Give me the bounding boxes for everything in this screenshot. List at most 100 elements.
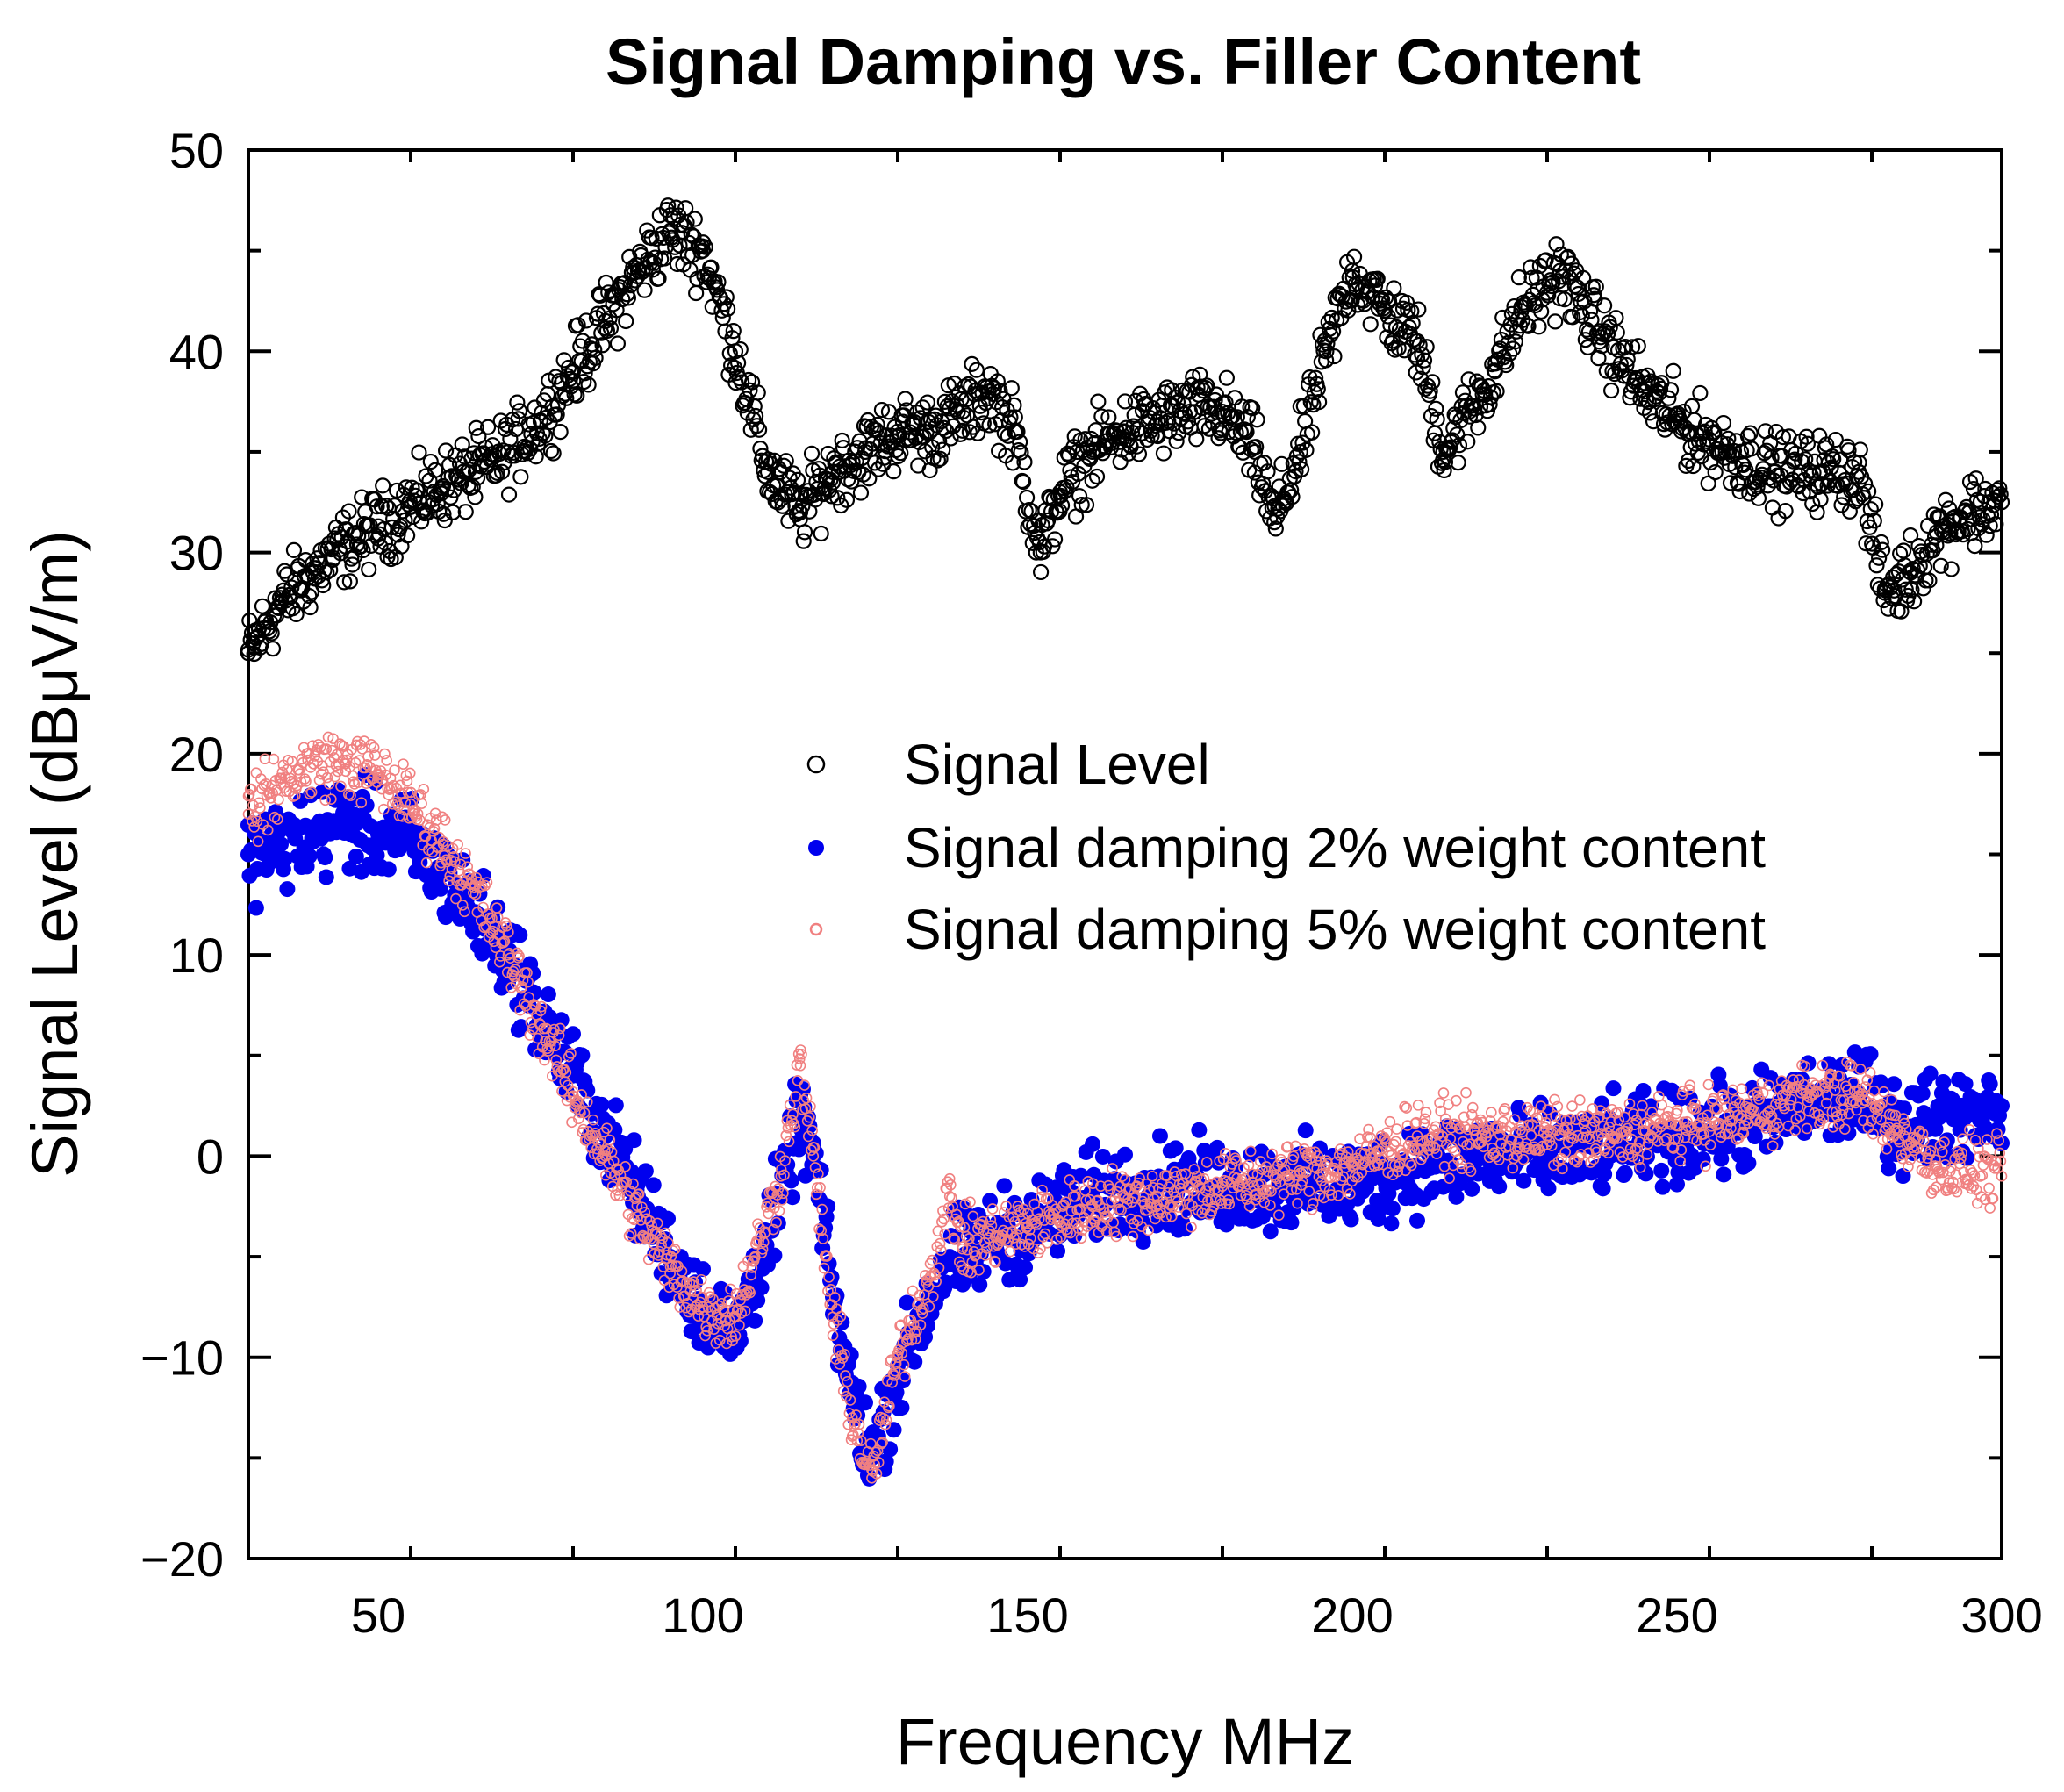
data-point xyxy=(802,1130,814,1143)
data-point xyxy=(343,788,355,800)
data-point xyxy=(935,441,951,458)
data-point xyxy=(811,1182,823,1193)
data-point xyxy=(1831,1106,1842,1118)
data-point xyxy=(853,1418,865,1430)
data-point xyxy=(1583,312,1600,328)
data-point xyxy=(1712,1119,1724,1130)
data-point xyxy=(1084,1193,1096,1206)
data-point xyxy=(1385,1150,1397,1162)
data-point xyxy=(1369,270,1386,287)
data-point xyxy=(1230,1155,1242,1166)
data-point xyxy=(872,1457,885,1468)
data-point xyxy=(305,762,317,773)
data-point xyxy=(1922,1065,1939,1082)
data-point xyxy=(250,767,262,778)
data-point xyxy=(1398,294,1415,311)
data-point xyxy=(932,1225,944,1237)
data-point xyxy=(1992,486,2009,503)
data-point xyxy=(1428,400,1444,417)
data-point xyxy=(1886,1076,1903,1093)
data-point xyxy=(1675,403,1692,420)
data-point xyxy=(579,1082,596,1099)
data-point xyxy=(876,1437,887,1450)
data-point xyxy=(645,1177,662,1193)
data-point xyxy=(1900,1123,1912,1136)
data-point xyxy=(914,1289,926,1301)
data-point xyxy=(427,462,444,478)
data-point xyxy=(930,1276,942,1287)
data-point xyxy=(770,1216,782,1229)
data-point xyxy=(386,798,398,810)
data-point xyxy=(1575,269,1592,286)
data-point xyxy=(380,861,397,878)
data-point xyxy=(1282,1141,1294,1152)
data-point xyxy=(795,1044,806,1056)
data-point xyxy=(1595,1128,1608,1139)
data-point xyxy=(1519,317,1536,333)
data-point xyxy=(1435,1105,1446,1117)
data-point xyxy=(1722,1128,1734,1140)
data-point xyxy=(343,550,360,567)
data-point xyxy=(416,798,427,809)
data-point xyxy=(1838,1123,1851,1135)
data-point xyxy=(1645,1129,1657,1142)
data-point xyxy=(1482,1127,1494,1139)
y-tick-label: −10 xyxy=(140,1330,224,1386)
data-point xyxy=(1812,491,1829,508)
data-point xyxy=(1875,1114,1887,1126)
data-point xyxy=(1632,1154,1645,1165)
data-point xyxy=(829,490,846,506)
data-point xyxy=(656,250,673,267)
data-point xyxy=(778,1187,789,1200)
data-point xyxy=(453,865,465,877)
data-point xyxy=(1852,441,1868,458)
data-point xyxy=(1412,1100,1424,1111)
data-point xyxy=(1287,1150,1300,1162)
data-point xyxy=(1343,1211,1359,1228)
data-point xyxy=(926,1254,938,1266)
data-point xyxy=(1177,1221,1193,1237)
data-point xyxy=(1860,1095,1873,1107)
data-point xyxy=(1898,1117,1910,1129)
data-point xyxy=(1908,1144,1920,1157)
data-point xyxy=(268,753,280,765)
data-point xyxy=(1654,1179,1671,1195)
data-point xyxy=(1059,1196,1071,1208)
data-point xyxy=(815,1225,827,1236)
data-point xyxy=(598,322,616,340)
data-point xyxy=(843,1408,856,1419)
data-point xyxy=(587,349,604,366)
data-point xyxy=(789,1121,801,1133)
data-point xyxy=(1627,1150,1638,1162)
data-point xyxy=(667,1244,679,1257)
data-point xyxy=(668,199,684,216)
data-point xyxy=(1750,490,1767,506)
data-point xyxy=(1897,1113,1910,1124)
data-point xyxy=(1308,369,1324,386)
data-point xyxy=(265,792,276,804)
data-point xyxy=(1630,338,1646,355)
data-point xyxy=(975,1218,987,1230)
data-point xyxy=(498,936,510,949)
data-point xyxy=(542,442,560,460)
data-point xyxy=(601,1122,613,1134)
data-point xyxy=(1921,572,1938,589)
data-point xyxy=(627,1178,639,1190)
data-point xyxy=(1575,1149,1587,1160)
data-point xyxy=(1933,1167,1946,1179)
data-point xyxy=(1064,474,1081,491)
data-point xyxy=(1215,1198,1228,1209)
x-tick-label: 150 xyxy=(986,1588,1068,1643)
data-point xyxy=(509,964,521,976)
data-point xyxy=(775,1164,787,1176)
data-point xyxy=(398,758,409,770)
data-point xyxy=(397,512,413,528)
data-point xyxy=(467,489,484,505)
data-point xyxy=(669,255,685,273)
data-point xyxy=(1094,1180,1107,1192)
data-point xyxy=(879,438,896,455)
data-point xyxy=(422,453,439,470)
data-point xyxy=(509,394,526,411)
data-point xyxy=(1150,1213,1161,1225)
data-point xyxy=(1764,1105,1776,1116)
